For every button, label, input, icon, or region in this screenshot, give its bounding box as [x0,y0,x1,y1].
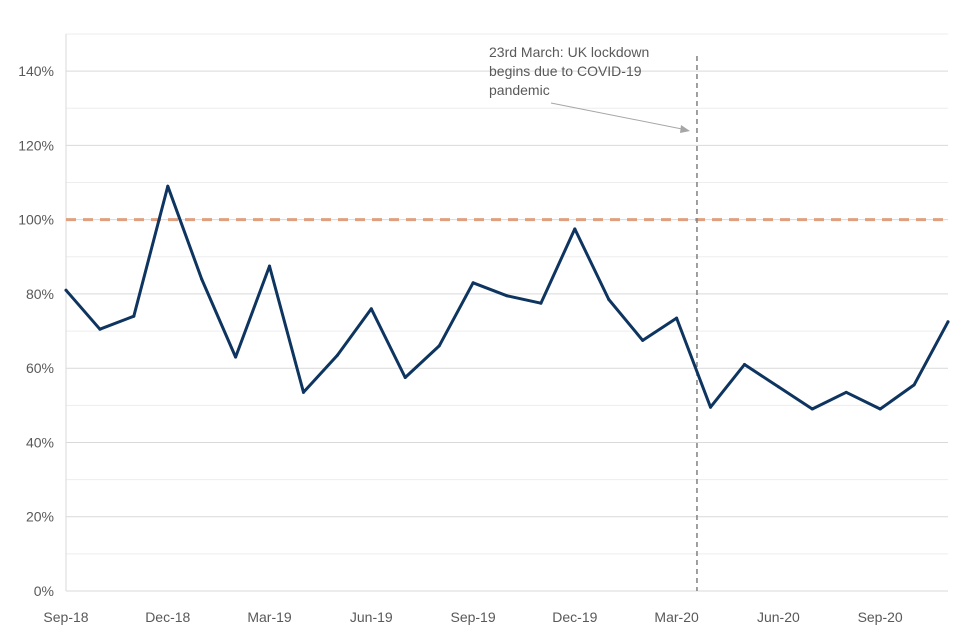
x-tick-label: Dec-18 [145,609,190,625]
data-point [369,307,373,311]
y-tick-label: 20% [26,509,54,525]
data-point [607,298,611,302]
data-point [166,184,170,188]
data-point [844,390,848,394]
data-point [98,327,102,331]
data-point [200,277,204,281]
annotation-line-1: 23rd March: UK lockdown [489,44,649,60]
data-point [64,288,68,292]
data-point [132,314,136,318]
y-tick-label: 100% [18,212,54,228]
y-tick-label: 140% [18,63,54,79]
lockdown-annotation: 23rd March: UK lockdown begins due to CO… [489,44,690,133]
y-tick-label: 0% [34,583,54,599]
y-tick-label: 60% [26,360,54,376]
data-point [403,375,407,379]
data-point [776,385,780,389]
annotation-arrowhead [680,125,690,133]
x-tick-label: Mar-20 [654,609,699,625]
x-tick-label: Sep-19 [450,609,495,625]
y-tick-label: 120% [18,137,54,153]
data-point [573,227,577,231]
series-layer [64,184,950,411]
annotation-line-2: begins due to COVID-19 [489,63,642,79]
x-tick-label: Jun-20 [757,609,800,625]
data-point [471,281,475,285]
data-point [878,407,882,411]
x-tick-label: Sep-18 [43,609,88,625]
y-tick-label: 40% [26,434,54,450]
data-point [335,353,339,357]
data-point [505,294,509,298]
data-point [675,316,679,320]
data-point [301,390,305,394]
x-tick-label: Sep-20 [858,609,903,625]
y-tick-labels: 0% 20% 40% 60% 80% 100% 120% 140% [18,63,54,599]
x-tick-labels: Sep-18 Dec-18 Mar-19 Jun-19 Sep-19 Dec-19 Mar-… [43,609,903,625]
annotation-arrow [550,102,683,130]
gridlines [66,33,948,555]
x-tick-label: Jun-19 [350,609,393,625]
y-tick-label: 80% [26,286,54,302]
x-tick-label: Mar-19 [247,609,292,625]
data-point [709,405,713,409]
x-tick-label: Dec-19 [552,609,597,625]
data-point [539,301,543,305]
data-point [268,264,272,268]
data-point [234,355,238,359]
data-point [946,320,950,324]
data-point [437,344,441,348]
annotation-line-3: pandemic [489,82,550,98]
data-point [742,362,746,366]
data-point [641,338,645,342]
data-point [810,407,814,411]
data-point [912,383,916,387]
